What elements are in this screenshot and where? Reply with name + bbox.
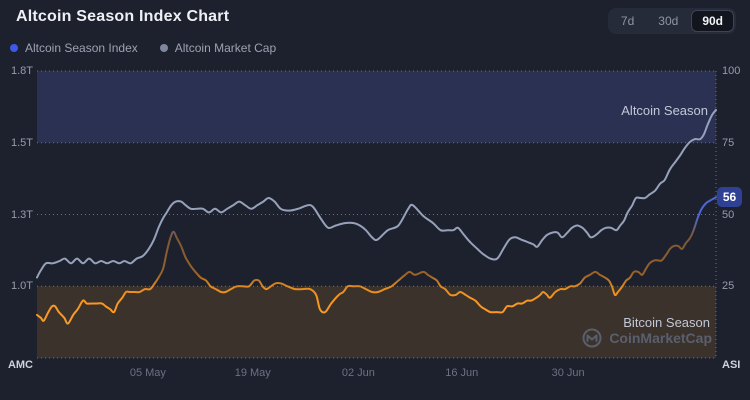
legend-dot-blue-icon [10, 44, 18, 52]
right-axis-title: ASI [722, 359, 741, 371]
legend-label-altcoin-season-index: Altcoin Season Index [25, 41, 138, 55]
legend-item-altcoin-market-cap[interactable]: Altcoin Market Cap [159, 41, 277, 55]
watermark[interactable]: CoinMarketCap [581, 327, 712, 349]
legend-label-altcoin-market-cap: Altcoin Market Cap [174, 41, 277, 55]
range-selector: 7d 30d 90d [607, 8, 736, 34]
page-title: Altcoin Season Index Chart [16, 8, 230, 25]
coinmarketcap-logo-icon [582, 328, 602, 348]
left-axis-title: AMC [7, 359, 33, 371]
range-button-7d[interactable]: 7d [610, 10, 645, 32]
range-button-90d[interactable]: 90d [691, 10, 734, 32]
chart-plot-area[interactable] [37, 71, 716, 358]
range-button-30d[interactable]: 30d [647, 10, 689, 32]
legend-item-altcoin-season-index[interactable]: Altcoin Season Index [10, 41, 138, 55]
legend-dot-gray-icon [159, 44, 168, 52]
current-asi-badge: 56 [717, 187, 742, 208]
watermark-brand: CoinMarketCap [609, 330, 712, 346]
legend: Altcoin Season Index Altcoin Market Cap [10, 41, 276, 55]
